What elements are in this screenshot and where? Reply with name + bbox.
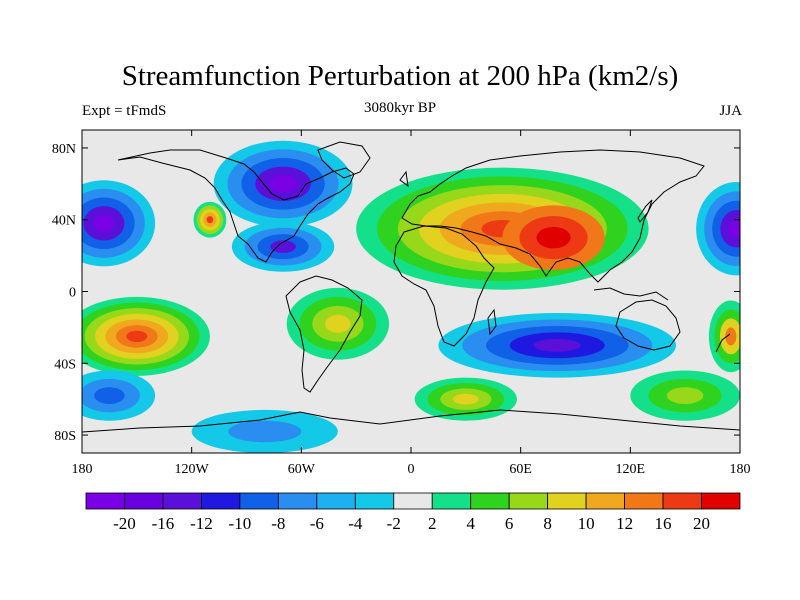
colorbar-swatch	[547, 492, 587, 510]
colorbar-swatch	[201, 492, 241, 510]
colorbar-swatch	[431, 492, 472, 510]
contour-north-pacific-low-level-4	[93, 214, 115, 232]
colorbar-label: -10	[229, 514, 252, 533]
experiment-label: Expt = tFmdS	[82, 103, 167, 119]
season-label: JJA	[719, 103, 742, 119]
contour-caribbean-low-level-3	[270, 240, 296, 253]
colorbar-swatch	[85, 492, 125, 510]
coastlines	[82, 141, 740, 433]
colorbar-swatch	[508, 492, 549, 510]
colorbar-swatch	[162, 492, 202, 510]
colorbar-label: 8	[543, 514, 552, 533]
colorbar-label: 16	[655, 514, 672, 533]
y-tick-label: 0	[69, 286, 76, 301]
contour-antarctic-low-level-1	[228, 420, 302, 443]
colorbar-swatch	[354, 492, 395, 510]
colorbar-swatch	[239, 492, 279, 510]
contour-hudson-low-level-4	[269, 175, 297, 193]
contour-fields	[82, 140, 740, 453]
colorbar-swatch	[393, 492, 433, 510]
antarctica-coastline	[82, 409, 740, 433]
contour-tibetan-core-level-2	[536, 226, 571, 249]
contour-south-america-high-level-3	[325, 314, 351, 333]
x-tick-label: 120W	[175, 462, 210, 477]
contour-indian-ocean-low-level-4	[533, 338, 581, 352]
x-tick-label: 180	[72, 462, 93, 477]
colorbar-label: -8	[271, 514, 285, 533]
colorbar-label: -20	[113, 514, 136, 533]
x-tick-label: 60E	[509, 462, 532, 477]
colorbar-swatch	[277, 492, 318, 510]
contour-pacific-south-high-level-6	[126, 330, 148, 343]
indonesia-coastline	[593, 287, 669, 301]
y-tick-label: 80S	[54, 429, 76, 444]
colorbar-label: -12	[190, 514, 213, 533]
colorbar-swatch	[624, 492, 664, 510]
colorbar-swatch	[124, 492, 164, 510]
colorbar-swatch	[316, 492, 356, 510]
x-tick-label: 60W	[288, 462, 316, 477]
contour-south-pacific-low-level-2	[94, 387, 125, 404]
contour-southern-ocean-high-level-2	[666, 387, 704, 404]
colorbar: -20 -16 -12 -10 -8 -6 -4 -2 2 4 6 8 10 12 16 20	[85, 492, 741, 533]
period-label: 3080kyr BP	[363, 100, 437, 116]
colorbar-label: 2	[428, 514, 437, 533]
latitude-axis: 80N 40N 0 40S 80S	[52, 142, 740, 444]
north-america-coastline	[117, 149, 355, 263]
colorbar-swatch	[701, 492, 741, 510]
uk-coastline	[399, 170, 409, 188]
madagascar-coastline	[487, 308, 497, 336]
colorbar-label: 12	[616, 514, 633, 533]
contour-south-atlantic-high-level-3	[453, 393, 479, 405]
x-tick-label: 180	[730, 462, 751, 477]
y-tick-label: 80N	[52, 142, 76, 157]
map-plot	[81, 129, 741, 454]
colorbar-label: 20	[693, 514, 710, 533]
colorbar-label: -6	[310, 514, 324, 533]
greenland-coastline	[317, 141, 371, 179]
colorbar-label: 4	[466, 514, 475, 533]
x-tick-label: 0	[408, 462, 415, 477]
colorbar-label: -16	[152, 514, 175, 533]
plot-title: Streamfunction Perturbation at 200 hPa (…	[121, 60, 679, 92]
y-tick-label: 40N	[52, 214, 76, 229]
colorbar-swatch	[470, 492, 510, 510]
contour-australia-high-level-3	[725, 327, 737, 346]
contour-north-pacific-low-east-level-4	[728, 219, 740, 239]
longitude-axis: 180 120W 60W 0 60E 120E 180	[72, 130, 751, 477]
contour-western-us-high-level-4	[206, 216, 214, 224]
new-zealand-coastline	[715, 333, 731, 353]
x-tick-label: 120E	[616, 462, 646, 477]
colorbar-swatch	[585, 492, 625, 510]
japan-coastline	[637, 199, 653, 223]
y-tick-label: 40S	[54, 357, 76, 372]
colorbar-label: -4	[348, 514, 363, 533]
colorbar-label: -2	[387, 514, 401, 533]
africa-coastline	[393, 225, 495, 347]
colorbar-label: 10	[578, 514, 595, 533]
south-america-coastline	[285, 275, 363, 393]
australia-coastline	[615, 299, 681, 351]
eurasia-coastline	[401, 149, 705, 283]
colorbar-swatch	[662, 492, 702, 510]
colorbar-label: 6	[505, 514, 514, 533]
